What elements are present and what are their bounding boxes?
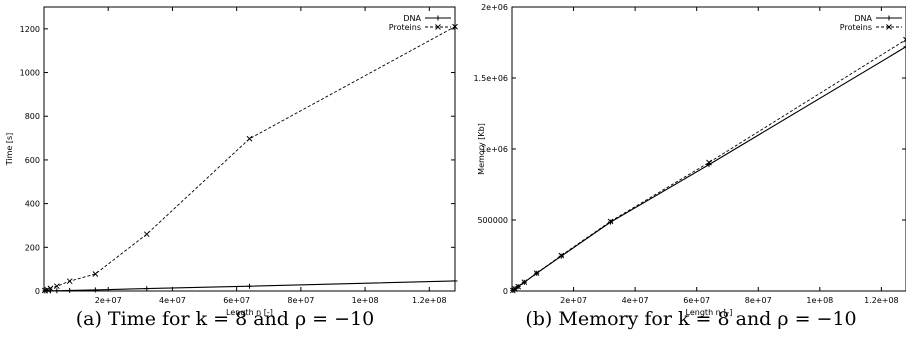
data-point-dna bbox=[67, 287, 73, 293]
data-point-proteins bbox=[607, 218, 614, 225]
series-line-dna bbox=[512, 46, 906, 291]
x-axis-label: Length n [-] bbox=[686, 308, 733, 317]
y-tick-label: 0 bbox=[35, 287, 40, 296]
series-line-proteins bbox=[44, 26, 456, 291]
data-point-dna bbox=[452, 278, 458, 284]
data-point-dna bbox=[247, 283, 252, 289]
x-tick-label: 8e+07 bbox=[287, 296, 314, 305]
data-point-proteins bbox=[515, 283, 522, 290]
x-tick-label: 2e+07 bbox=[95, 296, 122, 305]
data-point-proteins bbox=[53, 283, 60, 290]
plot-frame bbox=[43, 6, 456, 292]
legend-label-dna: DNA bbox=[403, 14, 421, 23]
x-tick-label: 8e+07 bbox=[745, 296, 772, 305]
data-point-dna bbox=[903, 44, 906, 50]
data-point-proteins bbox=[903, 36, 906, 43]
y-tick-label: 800 bbox=[25, 112, 40, 121]
x-axis-label: Length n [-] bbox=[226, 308, 273, 317]
data-point-dna bbox=[54, 288, 60, 294]
data-point-proteins bbox=[47, 285, 54, 292]
series-line-proteins bbox=[512, 39, 906, 291]
y-tick-label: 600 bbox=[25, 156, 40, 165]
y-axis-label: Memory [Kb] bbox=[477, 123, 486, 175]
chart-caption: (a) Time for k = 8 and ρ = −10 bbox=[76, 308, 375, 330]
chart-a: 2e+07 4e+07 6e+07 8e+07 1e+08 1.2e+08 0 200 400 6… bbox=[5, 6, 458, 330]
x-tick-label: 6e+07 bbox=[223, 296, 250, 305]
y-tick-label: 1e+06 bbox=[481, 145, 508, 154]
data-point-proteins bbox=[66, 278, 73, 285]
data-point-proteins bbox=[533, 270, 540, 276]
y-tick-label: 1200 bbox=[20, 25, 40, 34]
legend-label-dna: DNA bbox=[854, 14, 872, 23]
data-point-dna bbox=[144, 286, 150, 292]
legend-label-proteins: Proteins bbox=[840, 23, 872, 32]
data-point-proteins bbox=[706, 159, 712, 166]
data-point-proteins bbox=[521, 279, 528, 286]
data-point-proteins bbox=[246, 135, 253, 142]
y-tick-label: 400 bbox=[25, 200, 40, 209]
y-tick-label: 0 bbox=[503, 287, 508, 296]
x-tick-label: 1.2e+08 bbox=[864, 296, 899, 305]
data-point-proteins bbox=[452, 23, 458, 30]
x-tick-label: 2e+07 bbox=[560, 296, 587, 305]
data-point-dna bbox=[92, 287, 98, 293]
y-tick-label: 1.5e+06 bbox=[473, 74, 508, 83]
data-point-proteins bbox=[512, 286, 518, 292]
legend-label-proteins: Proteins bbox=[389, 23, 421, 32]
y-axis-label: Time [s] bbox=[5, 133, 14, 167]
y-tick-label: 1000 bbox=[20, 69, 40, 78]
x-tick-label: 4e+07 bbox=[159, 296, 186, 305]
chart-b: 2e+07 4e+07 6e+07 8e+07 1e+08 1.2e+08 0 500000 1… bbox=[473, 3, 906, 330]
x-tick-label: 1e+08 bbox=[352, 296, 379, 305]
x-tick-label: 6e+07 bbox=[683, 296, 710, 305]
y-tick-label: 2e+06 bbox=[481, 3, 508, 12]
y-tick-label: 200 bbox=[25, 243, 40, 252]
chart-caption: (b) Memory for k = 8 and ρ = −10 bbox=[525, 308, 856, 330]
x-tick-label: 1.2e+08 bbox=[412, 296, 447, 305]
data-point-proteins bbox=[558, 252, 565, 259]
x-tick-label: 4e+07 bbox=[622, 296, 649, 305]
x-tick-label: 1e+08 bbox=[806, 296, 833, 305]
data-point-proteins bbox=[44, 286, 51, 293]
data-point-proteins bbox=[143, 231, 150, 238]
y-tick-label: 500000 bbox=[477, 216, 508, 225]
data-point-proteins bbox=[92, 271, 99, 277]
